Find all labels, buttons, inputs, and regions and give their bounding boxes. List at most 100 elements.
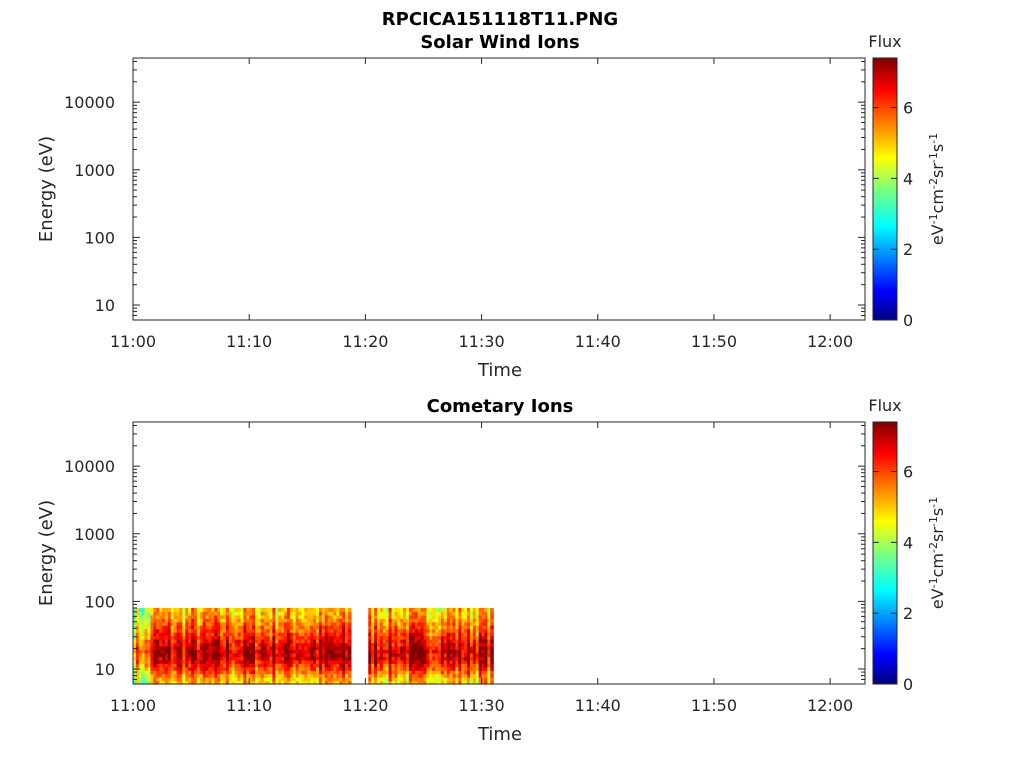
heatmap-cell	[391, 677, 396, 682]
heatmap-cell	[458, 680, 462, 685]
heatmap-cell	[374, 656, 378, 661]
heatmap-cell	[284, 635, 288, 640]
heatmap-cell	[429, 635, 433, 640]
heatmap-cell	[167, 635, 172, 640]
heatmap-cell	[420, 635, 425, 640]
heatmap-cell	[371, 621, 375, 626]
heatmap-cell	[289, 611, 294, 616]
heatmap-cell	[345, 652, 349, 657]
heatmap-cell	[467, 670, 471, 675]
heatmap-cell	[162, 639, 166, 644]
heatmap-cell	[159, 628, 163, 633]
heatmap-cell	[411, 614, 416, 619]
heatmap-cell	[138, 649, 143, 654]
heatmap-cell	[490, 670, 494, 675]
heatmap-cell	[173, 680, 178, 685]
heatmap-cell	[452, 673, 457, 678]
heatmap-cell	[289, 652, 294, 657]
heatmap-cell	[478, 666, 483, 671]
heatmap-cell	[179, 659, 183, 664]
heatmap-cell	[391, 670, 396, 675]
heatmap-cell	[304, 618, 308, 623]
heatmap-cell	[298, 621, 303, 626]
heatmap-cell	[196, 611, 201, 616]
heatmap-cell	[249, 645, 253, 651]
heatmap-cell	[467, 666, 471, 671]
heatmap-cell	[461, 607, 465, 612]
heatmap-cell	[266, 607, 271, 612]
heatmap-cell	[199, 632, 204, 637]
heatmap-cell	[397, 635, 401, 640]
heatmap-cell	[295, 639, 300, 644]
heatmap-cell	[147, 652, 152, 657]
heatmap-cell	[403, 659, 407, 664]
heatmap-cell	[307, 649, 311, 654]
heatmap-cell	[400, 649, 404, 654]
heatmap-cell	[339, 621, 343, 626]
heatmap-cell	[144, 652, 149, 657]
heatmap-cell	[484, 642, 488, 647]
heatmap-cell	[318, 607, 323, 612]
heatmap-cell	[385, 611, 390, 616]
heatmap-cell	[423, 625, 427, 630]
heatmap-cell	[339, 614, 343, 619]
heatmap-cell	[147, 628, 152, 633]
heatmap-cell	[144, 618, 149, 623]
heatmap-cell	[205, 618, 210, 623]
heatmap-cell	[275, 632, 279, 637]
heatmap-cell	[391, 635, 396, 640]
heatmap-cell	[133, 656, 137, 661]
heatmap-cell	[310, 649, 314, 654]
heatmap-cell	[411, 635, 416, 640]
heatmap-cell	[469, 649, 474, 654]
heatmap-cell	[234, 645, 239, 651]
heatmap-cell	[391, 632, 396, 637]
heatmap-cell	[446, 639, 451, 644]
heatmap-cell	[455, 670, 459, 675]
heatmap-cell	[275, 628, 279, 633]
heatmap-cell	[164, 652, 169, 657]
heatmap-cell	[240, 677, 244, 682]
heatmap-cell	[284, 677, 288, 682]
heatmap-cell	[316, 680, 320, 685]
heatmap-cell	[252, 656, 256, 661]
heatmap-cell	[243, 642, 247, 647]
heatmap-cell	[324, 618, 329, 623]
heatmap-cell	[467, 639, 471, 644]
heatmap-cell	[281, 642, 285, 647]
heatmap-cell	[443, 635, 448, 640]
heatmap-cell	[414, 666, 419, 671]
heatmap-cell	[234, 670, 239, 675]
heatmap-cell	[272, 628, 276, 633]
heatmap-cell	[231, 673, 236, 678]
heatmap-cell	[406, 652, 410, 657]
heatmap-cell	[438, 642, 442, 647]
heatmap-cell	[461, 611, 465, 616]
heatmap-cell	[452, 635, 457, 640]
heatmap-cell	[182, 632, 186, 637]
heatmap-cell	[336, 639, 340, 644]
heatmap-cell	[199, 614, 204, 619]
heatmap-cell	[475, 677, 480, 682]
heatmap-cell	[284, 649, 288, 654]
heatmap-cell	[211, 625, 215, 630]
heatmap-cell	[243, 680, 247, 685]
heatmap-cell	[438, 635, 442, 640]
heatmap-cell	[284, 607, 288, 612]
heatmap-cell	[249, 670, 253, 675]
heatmap-cell	[379, 673, 384, 678]
heatmap-cell	[141, 652, 146, 657]
heatmap-cell	[301, 673, 305, 678]
heatmap-cell	[237, 607, 242, 612]
heatmap-cell	[304, 645, 308, 651]
heatmap-cell	[220, 618, 224, 623]
heatmap-cell	[220, 632, 224, 637]
heatmap-cell	[208, 656, 213, 661]
heatmap-cell	[408, 635, 413, 640]
heatmap-cell	[196, 659, 201, 664]
heatmap-cell	[382, 659, 387, 664]
cometary-panel: Cometary Ions 11:00 11:10 11:20 11:30 11:40 1…	[36, 396, 947, 745]
heatmap-cell	[188, 677, 192, 682]
heatmap-cell	[176, 607, 181, 612]
